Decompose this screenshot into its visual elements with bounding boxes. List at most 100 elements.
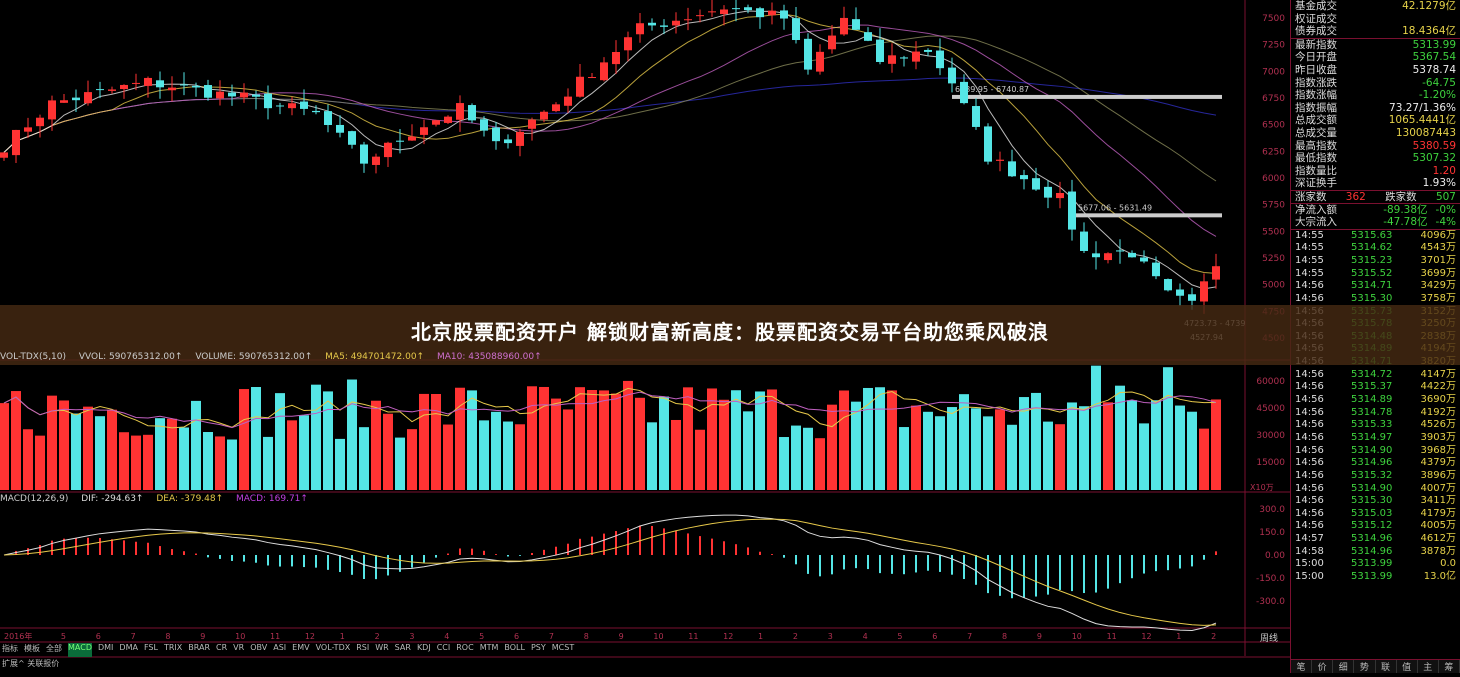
indicator-tab[interactable]: WR <box>375 643 389 652</box>
field-value: 5378.74 <box>1412 63 1456 76</box>
volume-bar <box>11 391 21 490</box>
tick-time: 14:56 <box>1295 431 1324 443</box>
kline-chart[interactable]: 7500725070006750650062506000575055005250… <box>0 0 1290 673</box>
volume-bar <box>611 393 621 490</box>
quote-tab[interactable]: 价 <box>1312 660 1334 673</box>
quote-row: 指数涨幅 -1.20% <box>1291 89 1460 102</box>
period-button[interactable]: 周线 <box>1260 632 1278 644</box>
volume-bar <box>1055 424 1065 490</box>
dea-line <box>3 518 1217 626</box>
indicator-tab[interactable]: VR <box>233 643 245 652</box>
candle-body <box>324 111 332 126</box>
quote-tab[interactable]: 主 <box>1418 660 1439 673</box>
indicator-tab[interactable]: 全部 <box>46 644 62 653</box>
indicator-tab[interactable]: EMV <box>292 643 310 652</box>
field-label: 深证换手 <box>1295 177 1337 190</box>
indicator-tabs: 指标 模板 全部 MACD DMI DMA FSL TRIX BRAR CR VR OBV ASI EMV… <box>0 643 574 657</box>
indicator-tab[interactable]: KDJ <box>416 643 431 652</box>
volume-bar <box>203 432 213 490</box>
indicator-tab[interactable]: RSI <box>356 643 370 652</box>
indicator-tab[interactable]: OBV <box>250 643 268 652</box>
volume-bar <box>587 390 597 490</box>
volume-bar <box>623 380 633 490</box>
quote-tab[interactable]: 细 <box>1333 660 1355 673</box>
price-annotation: 6789.95 - 6740.87 <box>955 85 1029 94</box>
volume-bar <box>815 438 825 490</box>
chart-area[interactable]: 7500 7250 7000 6750 6500 6250 6000 5750 5500 5250… <box>0 0 1290 673</box>
field-label: 总成交额 <box>1295 114 1337 127</box>
volume-bar <box>95 416 105 490</box>
price-axis-label: 7000 <box>1262 67 1285 77</box>
indicator-tab[interactable]: SAR <box>394 643 411 652</box>
indicator-tab[interactable]: DMI <box>97 643 114 652</box>
candle-body <box>576 76 584 97</box>
indicator-tab[interactable]: PSY <box>530 643 546 652</box>
candle-body <box>552 104 560 112</box>
indicator-tab[interactable]: VOL-TDX <box>315 643 351 652</box>
macd-axis-label: 150.0 <box>1259 528 1285 538</box>
indicator-tab[interactable]: BOLL <box>504 643 525 652</box>
tick-price: 5315.32 <box>1351 469 1393 481</box>
tick-volume: 3758万 <box>1420 292 1456 304</box>
volume-bar <box>1103 402 1113 490</box>
tick-price: 5314.96 <box>1351 545 1393 557</box>
volume-bar <box>275 393 285 490</box>
candle-body <box>168 87 176 91</box>
indicator-tab[interactable]: MTM <box>479 643 499 652</box>
volume-bar <box>263 436 273 490</box>
candle-body <box>1188 294 1196 301</box>
volume-bar <box>1091 365 1101 490</box>
tick-row: 14:56 5314.97 3903万 <box>1291 432 1460 445</box>
volume-bar <box>1043 421 1053 490</box>
indicator-tab[interactable]: ASI <box>273 643 287 652</box>
volume-bar <box>419 393 429 490</box>
volume-bar <box>143 434 153 490</box>
time-axis-label: 10 <box>653 632 663 641</box>
volume-bar <box>107 409 117 490</box>
time-axis-label: 2 <box>1211 632 1216 641</box>
flow-percent: -4% <box>1435 216 1456 229</box>
volume-bar <box>635 397 645 490</box>
tick-price: 5315.30 <box>1351 495 1393 507</box>
volume-value: VOLUME: 590765312.00↑ <box>195 352 313 362</box>
tick-price: 5314.96 <box>1351 533 1393 545</box>
quote-tab[interactable]: 势 <box>1354 660 1376 673</box>
down-count-label: 跌家数 <box>1385 190 1417 203</box>
volume-bar <box>983 416 993 490</box>
indicator-tab[interactable]: ROC <box>456 643 474 652</box>
volume-bar <box>83 406 93 490</box>
volume-bar <box>479 420 489 490</box>
indicator-tab[interactable]: 指标 <box>2 644 18 653</box>
quote-tab[interactable]: 联 <box>1376 660 1397 673</box>
field-value: -64.75 <box>1422 76 1456 89</box>
candle-body <box>1128 252 1136 258</box>
candle-body <box>288 103 296 109</box>
quote-tab[interactable]: 值 <box>1397 660 1418 673</box>
candle-body <box>336 124 344 133</box>
quote-tab[interactable]: 笔 <box>1291 660 1313 673</box>
indicator-tab[interactable]: BRAR <box>188 643 211 652</box>
indicator-tab[interactable]: MCST <box>551 643 575 652</box>
volume-bar <box>959 394 969 490</box>
macd-axis-label: -300.0 <box>1256 597 1285 607</box>
tick-list[interactable]: 14:55 5315.63 4096万 14:55 5314.62 4543万 14:55 5… <box>1291 228 1460 584</box>
quote-tab[interactable]: 筹 <box>1439 660 1460 673</box>
candle-body <box>540 111 548 120</box>
time-axis-label: 6 <box>96 632 101 641</box>
field-value: 42.1279亿 <box>1402 0 1456 12</box>
indicator-tab[interactable]: DMA <box>119 643 138 652</box>
footer-links[interactable]: 扩展^ 关联报价 <box>2 659 60 668</box>
indicator-tab[interactable]: CR <box>216 643 228 652</box>
volume-bar <box>119 432 129 490</box>
indicator-tab[interactable]: FSL <box>143 643 158 652</box>
ma20-line <box>3 24 1217 237</box>
volume-bar <box>887 390 897 490</box>
volume-bar <box>131 435 141 490</box>
indicator-tab[interactable]: 模板 <box>24 644 40 653</box>
indicator-tab[interactable]: CCI <box>436 643 451 652</box>
candle-body <box>660 25 668 27</box>
candle-body <box>1068 191 1076 230</box>
candle-body <box>360 144 368 164</box>
indicator-tab[interactable]: TRIX <box>163 643 183 652</box>
indicator-tab[interactable]: MACD <box>68 643 92 657</box>
